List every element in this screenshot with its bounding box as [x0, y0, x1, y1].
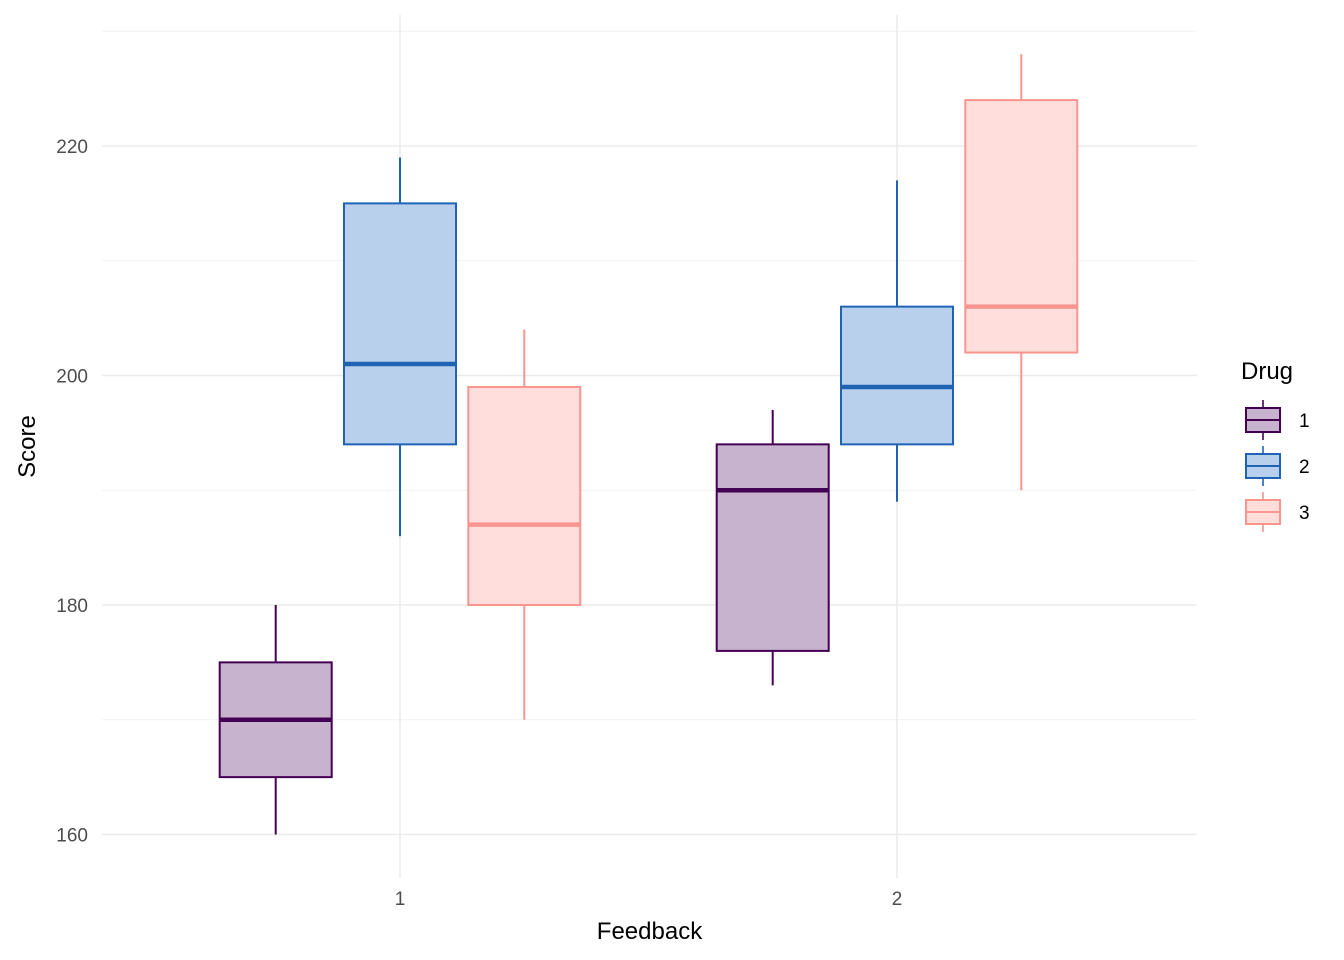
box-series-3-feedback-2 — [964, 54, 1079, 491]
legend-item-2: 2 — [1245, 446, 1310, 486]
box-iqr — [964, 99, 1079, 354]
box-iqr — [467, 385, 582, 606]
legend: Drug 1 2 3 — [1241, 358, 1310, 532]
box-series-2-feedback-1 — [343, 157, 457, 537]
legend-label: 1 — [1299, 411, 1310, 432]
x-axis-title: Feedback — [597, 918, 703, 945]
box-series-1-feedback-1 — [218, 605, 333, 835]
box-series-1-feedback-2 — [715, 409, 830, 686]
y-tick-label: 200 — [56, 367, 88, 388]
legend-label: 3 — [1299, 503, 1310, 524]
box-iqr — [840, 305, 954, 446]
legend-items: 1 2 3 — [1245, 400, 1310, 532]
axis-layer: 160 180 200 220 1 2 — [56, 137, 902, 910]
legend-item-3: 3 — [1245, 492, 1310, 532]
legend-item-1: 1 — [1245, 400, 1310, 440]
box-iqr — [715, 443, 830, 652]
y-axis-title: Score — [14, 415, 41, 478]
y-tick-label: 160 — [56, 826, 88, 847]
legend-title: Drug — [1241, 358, 1293, 385]
box-iqr — [343, 202, 457, 446]
box-series-3-feedback-1 — [467, 329, 582, 720]
legend-label: 2 — [1299, 457, 1310, 478]
x-tick-label: 1 — [395, 889, 406, 910]
x-tick-label: 2 — [892, 889, 903, 910]
y-tick-label: 180 — [56, 596, 88, 617]
box-series-2-feedback-2 — [840, 180, 954, 502]
y-tick-label: 220 — [56, 137, 88, 158]
box-layer — [218, 54, 1079, 835]
